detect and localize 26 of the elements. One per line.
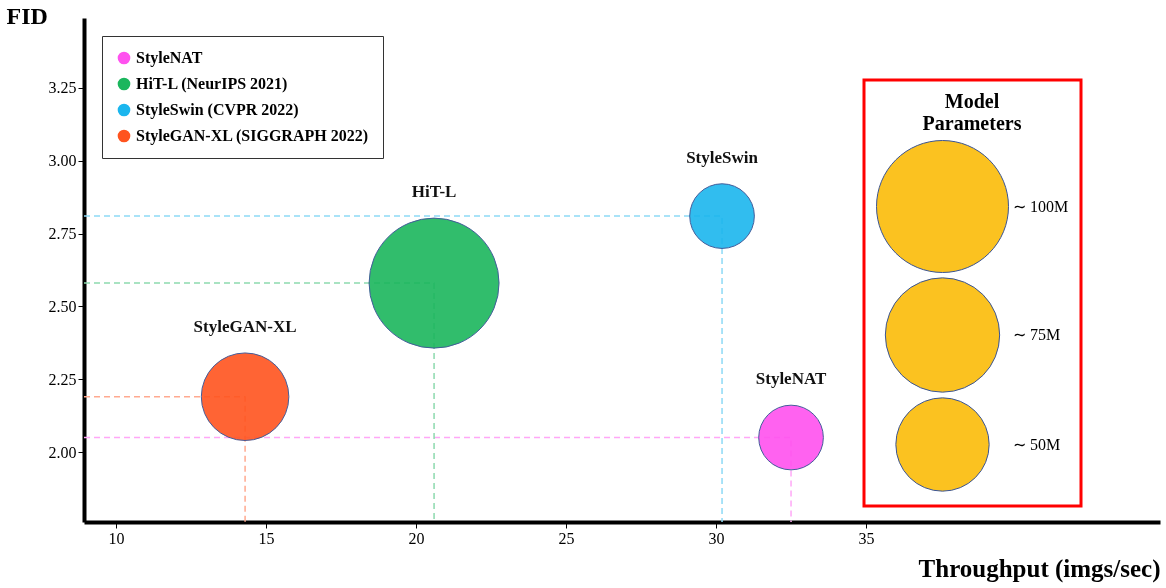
x-tick-label: 35 [858,529,875,547]
annotation: StyleGAN-XL [193,316,297,336]
annotation: StyleSwin [686,147,759,167]
y-tick-label: 3.25 [48,79,77,97]
annotation: HiT-L [411,182,457,202]
legend-label: HiT-L (NeurIPS 2021) [136,75,288,93]
y-tick-label: 2.50 [48,297,77,315]
x-tick-label: 10 [108,529,125,547]
y-tick-label: 2.75 [48,225,77,243]
x-tick-label: 30 [708,529,725,547]
legend-title: Model Parameters [922,90,1022,134]
y-tick-label: 2.00 [48,443,77,461]
x-tick-label: 20 [408,529,425,547]
x-tick-label: 15 [258,529,275,547]
legend-label: StyleSwin (CVPR 2022) [136,101,299,119]
y-tick-label: 3.00 [48,152,77,170]
x-tick-label: 25 [558,529,575,547]
y-tick-label: 2.25 [48,370,77,388]
legend-label: ∼ 100M [1013,197,1069,215]
y-axis-title: FID [6,2,48,29]
legend-label: ∼ 50M [1013,435,1061,453]
legend-label: StyleGAN-XL (SIGGRAPH 2022) [136,127,368,145]
legend-label: ∼ 75M [1013,326,1061,343]
x-axis-title: Throughput (imgs/sec) [918,554,1161,583]
annotation: StyleNAT [755,369,827,389]
legend-label: StyleNAT [136,49,203,67]
